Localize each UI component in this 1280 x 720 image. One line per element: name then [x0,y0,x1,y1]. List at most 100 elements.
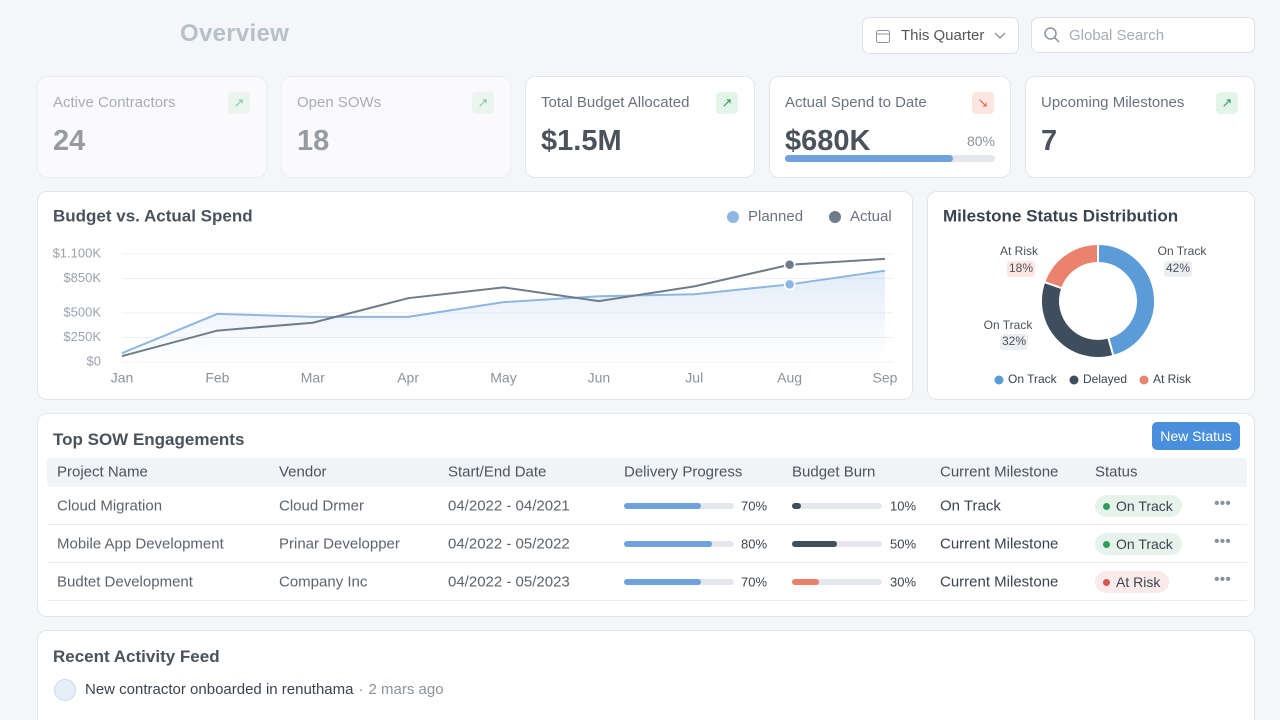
status-dot [1103,578,1110,586]
callout-label: On Track [1158,244,1208,258]
global-search[interactable]: Global Search [1031,17,1255,53]
status-text: On Track [1116,498,1173,514]
legend-dot [1139,375,1149,385]
status-text: On Track [1116,536,1173,552]
kpi-card: Upcoming Milestones 7 ↗ [1025,76,1255,178]
kpi-value: 24 [53,125,86,157]
activity-card: Recent Activity Feed New contractor onbo… [37,630,1255,720]
trend-icon: ↗ [716,92,738,114]
delivery-track [624,579,734,585]
y-tick-label: $1.100K [53,245,102,260]
column-header: Vendor [279,463,327,481]
project-name: Cloud Migration [57,497,163,515]
column-header: Delivery Progress [624,463,743,481]
vendor: Company Inc [279,573,368,591]
status-pill: At Risk [1095,571,1170,593]
legend-dot [727,211,739,223]
spend-chart: Budget vs. Actual Spend $0 $250K $500K $850K… [53,206,898,386]
burn-label: 50% [890,536,917,552]
milestone: On Track [940,497,1001,515]
trend-icon: ↗ [228,92,250,114]
dates: 04/2022 - 05/2022 [448,535,570,553]
x-tick-label: Mar [301,370,325,386]
chevron [994,32,1006,39]
status-dot [1103,540,1110,548]
callout-badge [1000,334,1028,350]
period-dropdown[interactable]: This Quarter [862,17,1019,54]
table-title: Top SOW Engagements [53,430,245,449]
kpi-card: Total Budget Allocated $1.5M ↗ [525,76,755,178]
milestone: Current Milestone [940,573,1059,591]
delivery-bar [624,579,701,585]
legend-dot [1069,375,1079,385]
kpi-card: Actual Spend to Date $680K ↘ 80% [769,76,1011,178]
x-tick-label: Jan [111,370,134,386]
x-tick-label: Sep [873,370,898,386]
chart-title: Milestone Status Distribution [943,206,1178,225]
activity-icon [54,679,76,701]
x-tick-label: Jul [685,370,703,386]
activity-time: 2 mars ago [354,681,444,698]
trend-icon: ↗ [472,92,494,114]
callout-badge [1007,261,1035,277]
row-divider [47,524,1247,525]
status-text: At Risk [1116,574,1161,590]
burn-track [792,579,882,585]
legend-dot [994,375,1004,385]
column-header: Project Name [57,463,148,481]
legend-label: At Risk [1153,372,1192,386]
kpi-label: Total Budget Allocated [541,94,690,111]
progress-label: 80% [966,133,995,149]
line [121,257,886,358]
project-name: Mobile App Development [57,535,224,553]
progress-track [785,155,995,162]
kpi-label: Active Contractors [53,94,176,111]
x-tick-label: Aug [777,370,802,386]
callout-value: 32% [1002,334,1026,348]
new-status-button[interactable]: New Status [1152,422,1240,450]
legend-dot [829,211,841,223]
calendar-icon [876,29,890,43]
table-header [47,458,1247,487]
row-menu[interactable]: ••• [1214,571,1231,588]
kpi-value: 18 [297,125,330,157]
burn-bar [792,541,837,547]
line [121,269,886,355]
delivery-label: 70% [741,574,768,590]
trend-icon: ↗ [1216,92,1238,114]
period-label: This Quarter [901,27,985,44]
delivery-bar [624,503,701,509]
status-pill: On Track [1095,533,1182,555]
kpi-card: Active Contractors 24 ↗ [37,76,267,178]
row-menu[interactable]: ••• [1214,533,1231,550]
dates: 04/2022 - 05/2023 [448,573,570,591]
row-divider [47,562,1247,563]
burn-track [792,541,882,547]
status-dot [1103,502,1110,510]
point-marker [783,259,796,271]
y-tick-label: $500K [63,304,101,319]
x-tick-label: May [490,370,516,386]
y-tick-label: $850K [63,270,101,285]
status-pill: On Track [1095,495,1182,517]
activity-title: Recent Activity Feed [53,647,220,666]
row-divider [47,600,1247,601]
column-header: Budget Burn [792,463,876,481]
legend-label: On Track [1008,372,1058,386]
page-title: Overview [180,20,290,47]
kpi-label: Open SOWs [297,94,382,111]
progress-fill [785,155,953,162]
donut-slice [1043,242,1099,290]
burn-bar [792,579,819,585]
column-header: Status [1095,463,1138,481]
burn-track [792,503,882,509]
delivery-bar [624,541,712,547]
vendor: Cloud Drmer [279,497,365,515]
legend-label: Actual [850,208,892,225]
x-tick-label: Apr [397,370,419,386]
row-menu[interactable]: ••• [1214,495,1231,512]
dates: 04/2022 - 04/2021 [448,497,570,515]
activity-text: New contractor onboarded in renuthama [85,681,354,698]
